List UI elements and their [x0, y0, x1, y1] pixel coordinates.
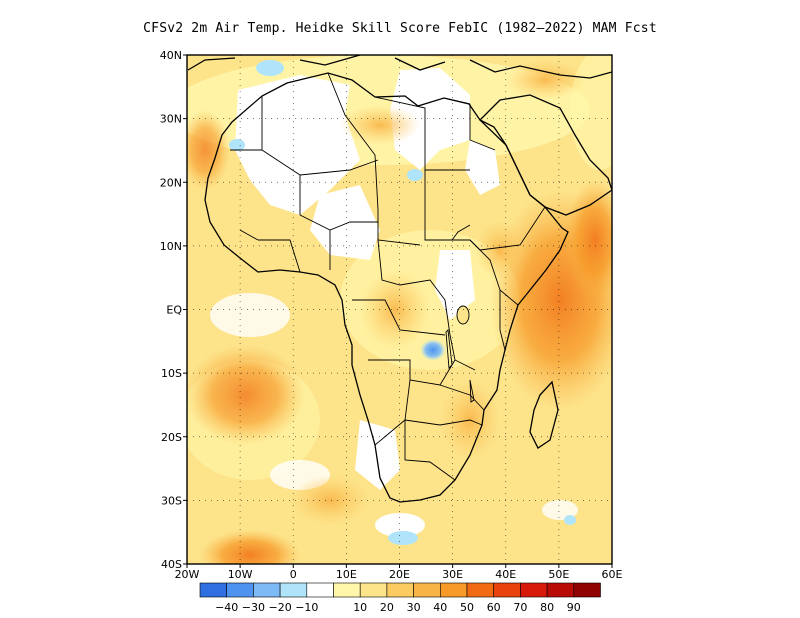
- colorbar-label: 30: [407, 601, 421, 614]
- colorbar-label: 40: [433, 601, 447, 614]
- colorbar-swatch: [493, 582, 521, 598]
- country-borders: [230, 72, 546, 481]
- colorbar-swatch: [466, 582, 495, 598]
- x-tick-label: 10E: [336, 568, 357, 581]
- arabian-peninsula: [479, 94, 612, 216]
- map-title: CFSv2 2m Air Temp. Heidke Skill Score Fe…: [143, 21, 657, 36]
- colorbar-swatch: [226, 582, 254, 598]
- madagascar: [529, 380, 559, 449]
- colorbar-swatch: [306, 582, 334, 598]
- y-tick-label: 10S: [161, 367, 182, 380]
- colorbar-label: −40: [215, 601, 238, 614]
- field-layer: [187, 55, 612, 564]
- y-tick-label: 20S: [161, 431, 182, 444]
- colorbar-swatch: [573, 582, 601, 598]
- colorbar-swatch: [413, 582, 441, 598]
- colorbar-label: 50: [460, 601, 474, 614]
- colorbar-swatch: [386, 582, 414, 598]
- x-tick-label: 0: [290, 568, 297, 581]
- y-tick-label: EQ: [166, 304, 182, 317]
- colorbar: −40 −30 −20 −10 10 20 30 40 50 60 70 80 90: [199, 582, 601, 614]
- lakes: [445, 305, 475, 403]
- x-tick-label: 40E: [495, 568, 516, 581]
- colorbar-swatch: [333, 582, 361, 598]
- colorbar-swatch: [279, 582, 308, 598]
- y-tick-label: 30N: [160, 113, 182, 126]
- colorbar-label: −30: [242, 601, 265, 614]
- white-region-sahara: [235, 75, 360, 215]
- x-tick-label: 50E: [548, 568, 569, 581]
- x-tick-label: 20E: [389, 568, 410, 581]
- y-tick-label: 30S: [161, 494, 182, 507]
- colorbar-label: 90: [567, 601, 581, 614]
- axis-ticks: 20W 10W 0 10E 20E 30E 40E 50E 60E 40N 30N 20N 10N EQ 1…: [160, 49, 623, 581]
- x-tick-label: 20W: [175, 568, 200, 581]
- colorbar-swatch: [546, 582, 575, 598]
- lat-lon-grid: [187, 55, 612, 564]
- colorbar-swatch: [439, 582, 468, 598]
- colorbar-swatch: [199, 582, 228, 598]
- x-tick-label: 30E: [442, 568, 463, 581]
- colorbar-label: −10: [295, 601, 318, 614]
- colorbar-label: 20: [380, 601, 394, 614]
- colorbar-label: 60: [487, 601, 501, 614]
- colorbar-swatch: [520, 582, 548, 598]
- y-tick-label: 10N: [160, 240, 182, 253]
- x-tick-label: 10W: [228, 568, 253, 581]
- colorbar-label: 70: [513, 601, 527, 614]
- colorbar-label: −20: [268, 601, 291, 614]
- y-tick-label: 40N: [160, 49, 182, 62]
- colorbar-swatch: [253, 582, 281, 598]
- colorbar-label: 10: [353, 601, 367, 614]
- colorbar-swatch: [359, 582, 388, 598]
- y-tick-label: 20N: [160, 176, 182, 189]
- y-tick-label: 40S: [161, 558, 182, 571]
- colorbar-label: 80: [540, 601, 554, 614]
- europe-coast: [187, 55, 612, 79]
- x-tick-label: 60E: [602, 568, 623, 581]
- negative-skill-patch: [420, 339, 446, 361]
